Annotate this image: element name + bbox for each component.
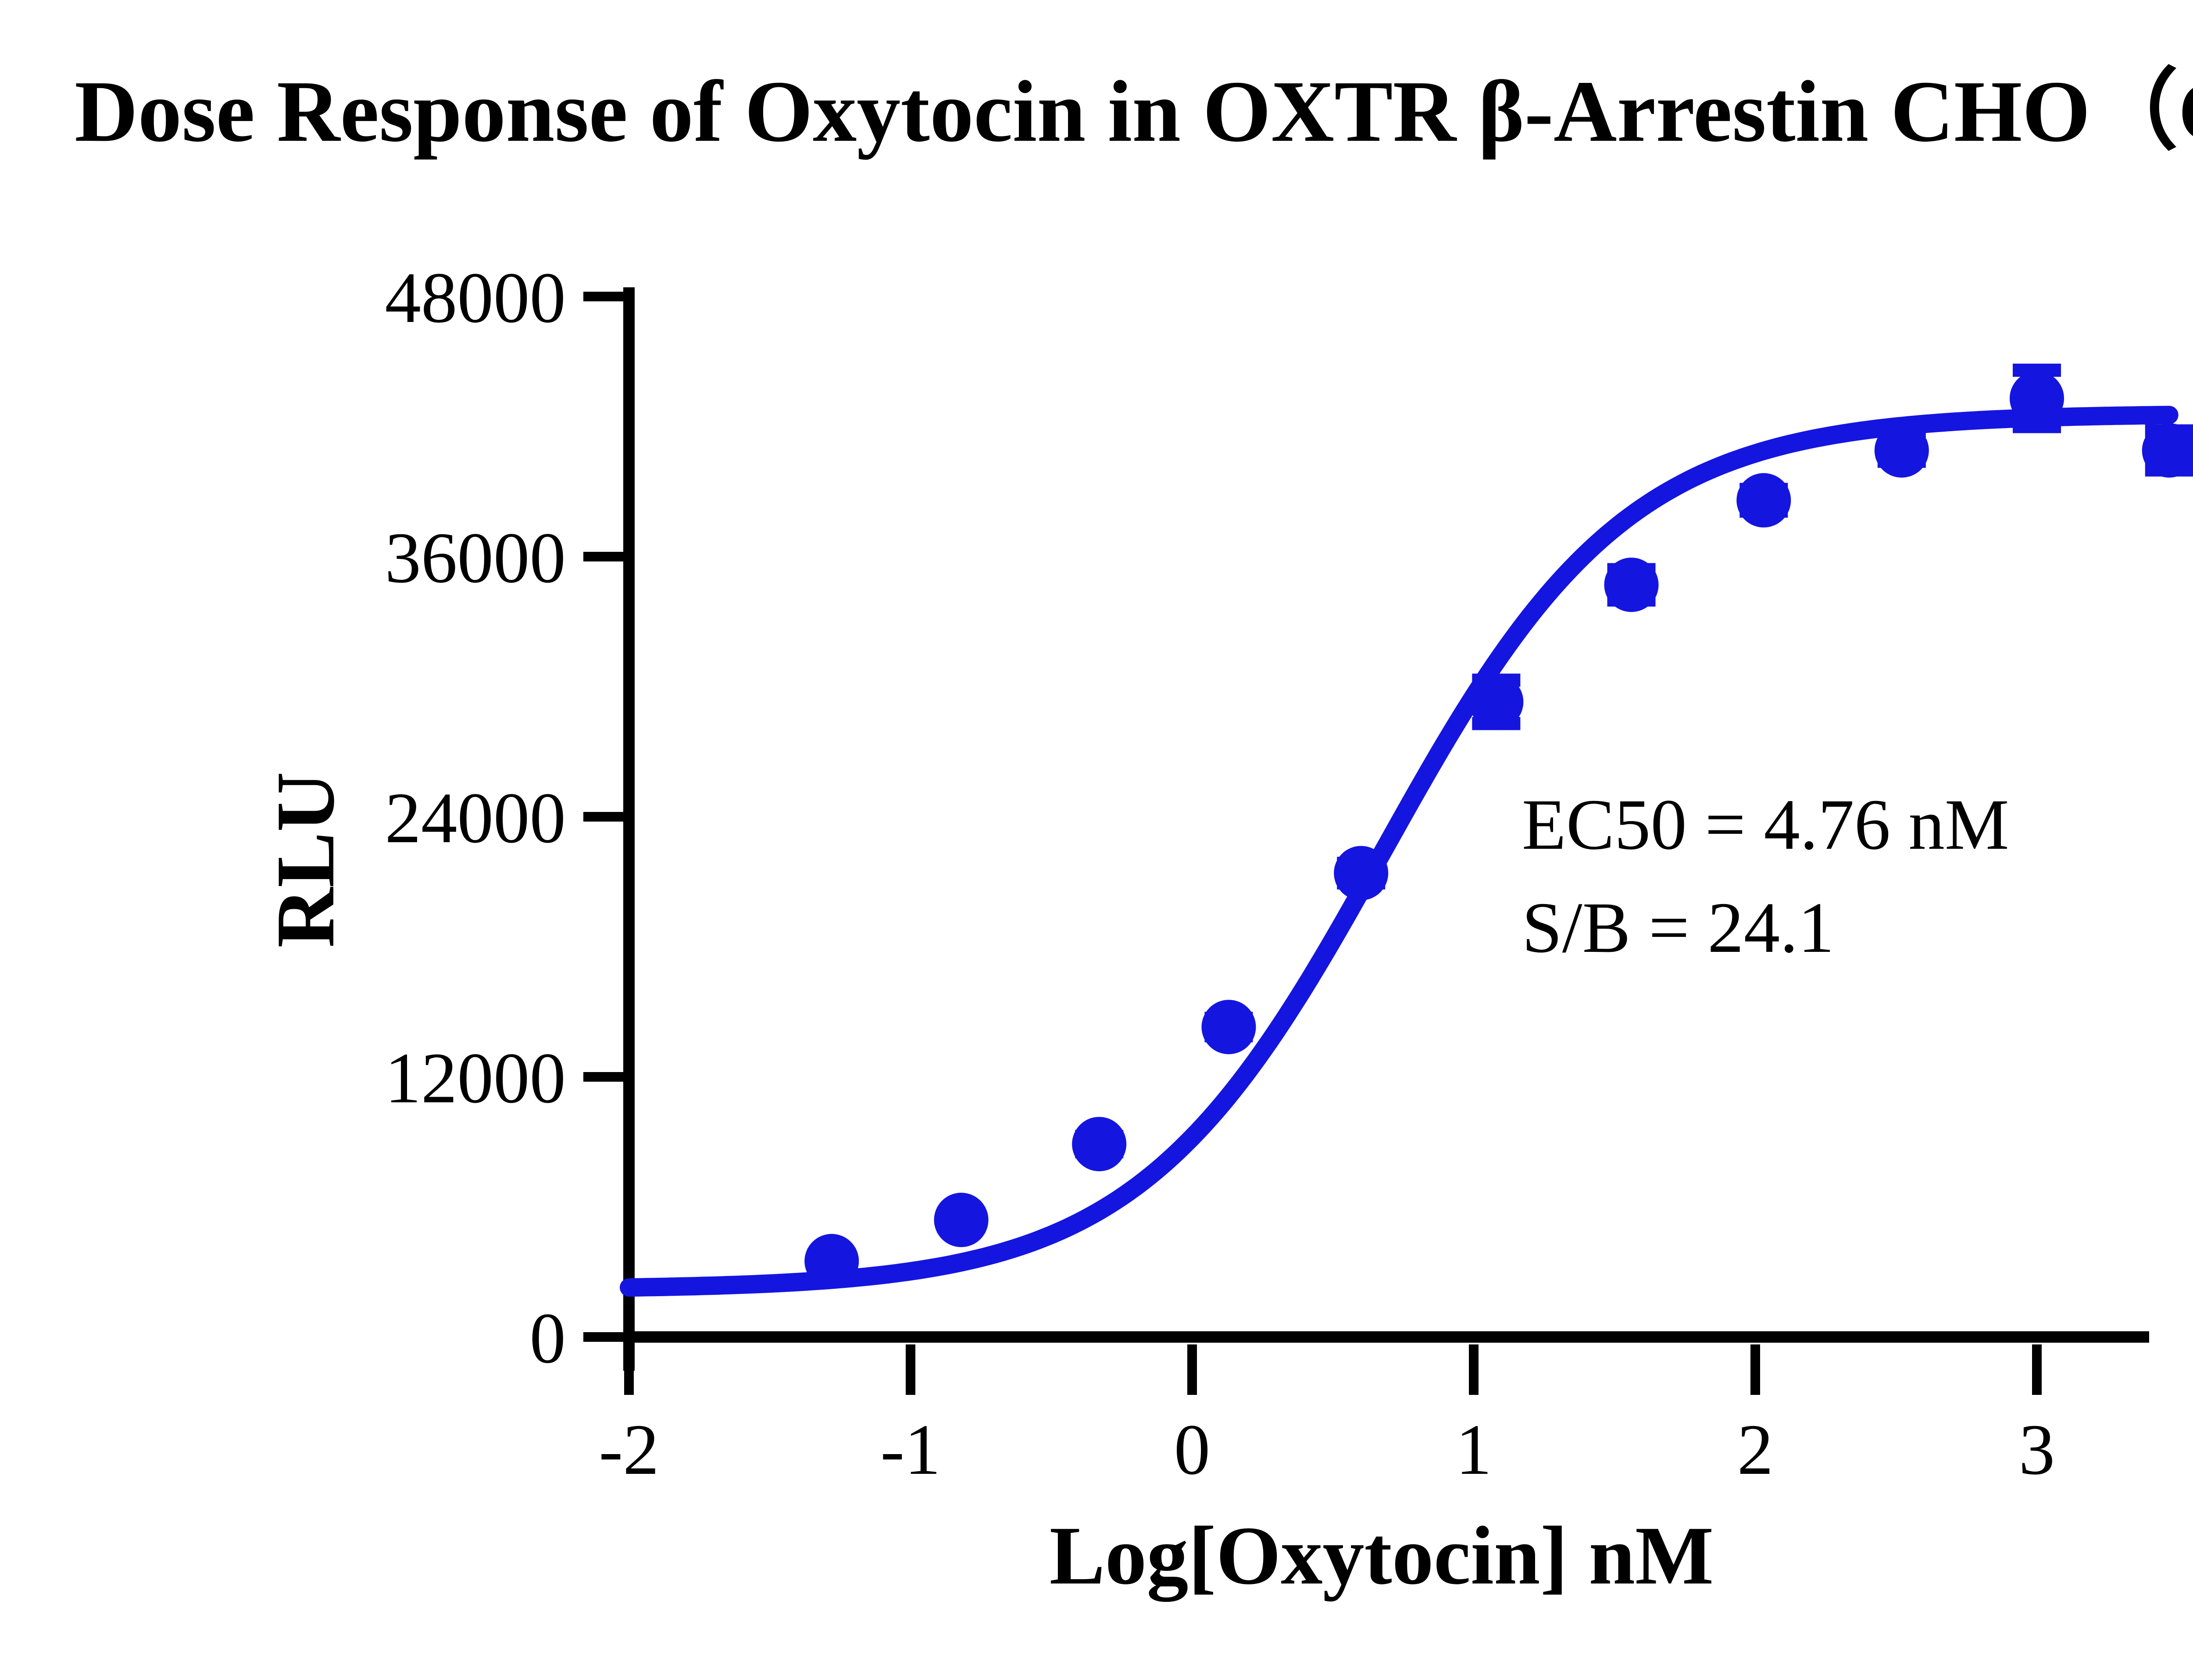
x-tick-label-2: 2 — [1737, 1409, 1774, 1490]
fit-curve — [620, 406, 2179, 1297]
data-point-marker — [1469, 675, 1524, 729]
data-point-marker — [1201, 1000, 1256, 1054]
data-point-marker — [2010, 371, 2064, 426]
y-axis-ticks — [583, 292, 629, 1342]
data-point-marker — [1874, 423, 1929, 478]
x-axis-title: Log[Oxytocin] nM — [1050, 1510, 1714, 1602]
y-axis-title: RLU — [260, 772, 352, 947]
y-tick-label-0: 0 — [530, 1298, 566, 1378]
data-point-marker — [934, 1193, 989, 1247]
data-point-marker — [1072, 1117, 1127, 1172]
x-tick-label--1: -1 — [880, 1409, 940, 1490]
data-series-oxytocin — [620, 364, 2193, 1297]
chart-title: Dose Response of Oxytocin in OXTR β-Arre… — [75, 63, 2193, 160]
x-tick-label-3: 3 — [2019, 1409, 2055, 1490]
annotation-sb: S/B = 24.1 — [1522, 887, 1834, 968]
x-tick-label-1: 1 — [1456, 1409, 1492, 1490]
y-tick-label-48000: 48000 — [385, 257, 566, 338]
y-tick-label-12000: 12000 — [385, 1038, 566, 1118]
x-tick-label-0: 0 — [1174, 1409, 1211, 1490]
y-tick-label-24000: 24000 — [385, 778, 566, 858]
data-point-marker — [1604, 558, 1659, 612]
y-tick-label-36000: 36000 — [385, 518, 566, 598]
annotation-ec50: EC50 = 4.76 nM — [1522, 784, 2009, 865]
x-tick-label--2: -2 — [599, 1409, 659, 1490]
y-axis-tick-labels: 48000 36000 24000 12000 0 — [385, 257, 566, 1378]
data-point-marker — [1334, 846, 1389, 901]
x-axis-ticks — [624, 1344, 2042, 1395]
data-point-marker — [2142, 423, 2193, 478]
x-axis-tick-labels: -2 -1 0 1 2 3 — [599, 1409, 2055, 1490]
data-point-marker — [804, 1234, 859, 1289]
data-point-marker — [1736, 473, 1791, 528]
